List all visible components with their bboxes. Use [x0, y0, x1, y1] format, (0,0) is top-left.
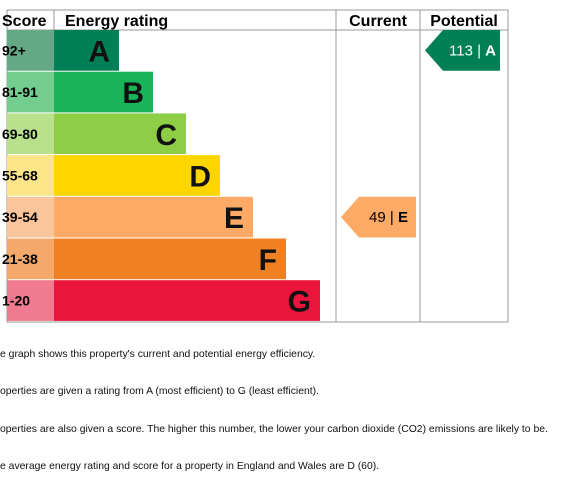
current-rating-arrow-label: 49 | E: [369, 209, 408, 226]
band-bar-b: [54, 71, 153, 113]
band-range-cell-e: [7, 196, 54, 238]
band-range-c: 69-80: [2, 126, 38, 142]
potential-rating-letter: A: [485, 42, 496, 59]
band-range-a: 92+: [2, 42, 26, 58]
header-score: Score: [2, 13, 47, 30]
band-letter-g: G: [288, 286, 311, 319]
band-bar-f: [54, 238, 286, 280]
band-range-cell-a: [7, 30, 54, 71]
band-range-cell-c: [7, 113, 54, 155]
current-rating-letter: E: [398, 209, 408, 226]
potential-rating-score: 113 |: [449, 42, 485, 59]
band-range-e: 39-54: [2, 209, 38, 225]
note-graph: e graph shows this property's current an…: [0, 349, 316, 360]
band-range-cell-b: [7, 71, 54, 113]
energy-rating-chart: Score Energy rating Current Potential 92+ A 81…: [2, 9, 509, 323]
band-letter-b: B: [122, 77, 144, 110]
band-range-cell-g: [7, 280, 54, 321]
band-bar-g: [54, 280, 320, 321]
potential-rating-arrow: [425, 30, 500, 71]
band-bar-e: [54, 196, 253, 238]
current-rating-arrow: [341, 196, 416, 238]
band-range-cell-f: [7, 238, 54, 280]
band-letter-a: A: [88, 35, 110, 68]
band-bar-a: [54, 30, 119, 71]
header-potential: Potential: [430, 13, 498, 30]
band-range-b: 81-91: [2, 84, 38, 100]
note-score: operties are also given a score. The hig…: [0, 424, 548, 435]
band-letter-d: D: [189, 160, 211, 193]
band-letter-f: F: [259, 244, 277, 277]
note-average: e average energy rating and score for a …: [0, 461, 380, 472]
band-letter-e: E: [224, 202, 244, 235]
band-range-f: 21-38: [2, 251, 38, 267]
current-rating-score: 49 |: [369, 209, 398, 226]
note-ratings: operties are given a rating from A (most…: [0, 386, 319, 397]
header-current: Current: [349, 13, 407, 30]
band-bar-d: [54, 155, 220, 196]
band-bar-c: [54, 113, 186, 155]
band-range-g: 1-20: [2, 293, 30, 309]
potential-rating-arrow-label: 113 | A: [449, 42, 496, 59]
header-energy-rating: Energy rating: [65, 13, 168, 30]
band-letter-c: C: [155, 119, 177, 152]
band-range-d: 55-68: [2, 167, 38, 183]
energy-rating-svg: Score Energy rating Current Potential 92+ A 81…: [2, 9, 509, 323]
band-range-cell-d: [7, 155, 54, 196]
